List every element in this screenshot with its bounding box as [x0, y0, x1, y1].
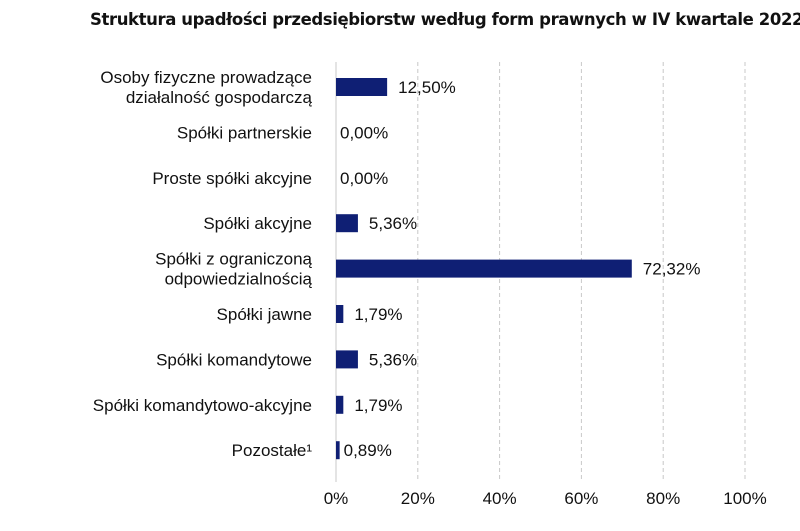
- bar: [336, 441, 340, 460]
- category-labels: Osoby fizyczne prowadzące działalność gos…: [93, 68, 313, 460]
- x-tick-label: 80%: [646, 489, 680, 508]
- bar: [336, 214, 358, 233]
- value-label: 0,00%: [340, 123, 388, 142]
- value-label: 5,36%: [369, 214, 417, 233]
- chart-title: Struktura upadłości przedsiębiorstw wedł…: [90, 10, 800, 29]
- value-label: 1,79%: [354, 305, 402, 324]
- x-tick-label: 20%: [401, 489, 435, 508]
- category-label: Osoby fizyczne prowadzące działalność gos…: [100, 68, 312, 107]
- x-tick-label: 0%: [324, 489, 349, 508]
- category-label: Spółki partnerskie: [177, 123, 312, 142]
- value-label: 0,89%: [344, 441, 392, 460]
- value-label: 1,79%: [354, 396, 402, 415]
- x-tick-label: 60%: [564, 489, 598, 508]
- value-label: 0,00%: [340, 169, 388, 188]
- category-label: Pozostałe¹: [232, 441, 313, 460]
- bars: [336, 78, 632, 460]
- x-tick-label: 40%: [483, 489, 517, 508]
- bar: [336, 305, 344, 323]
- bar: [336, 259, 632, 278]
- category-label: Spółki akcyjne: [203, 214, 312, 233]
- category-label: Proste spółki akcyjne: [152, 169, 312, 188]
- value-label: 72,32%: [643, 260, 701, 279]
- bar: [336, 78, 388, 96]
- category-label: Spółki komandytowe: [156, 350, 312, 369]
- value-labels: 12,50% 0,00% 0,00% 5,36% 72,32% 1,79% 5,36% 1,7…: [340, 78, 700, 460]
- category-label: Spółki z ograniczoną odpowiedzialnością: [155, 250, 312, 289]
- bar: [336, 350, 358, 369]
- category-label: Spółki jawne: [217, 305, 312, 324]
- bar: [336, 395, 344, 414]
- category-label: Spółki komandytowo-akcyjne: [93, 396, 312, 415]
- x-tick-label: 100%: [723, 489, 766, 508]
- value-label: 5,36%: [369, 350, 417, 369]
- value-label: 12,50%: [398, 78, 456, 97]
- x-axis-ticks: 0% 20% 40% 60% 80% 100%: [324, 489, 767, 508]
